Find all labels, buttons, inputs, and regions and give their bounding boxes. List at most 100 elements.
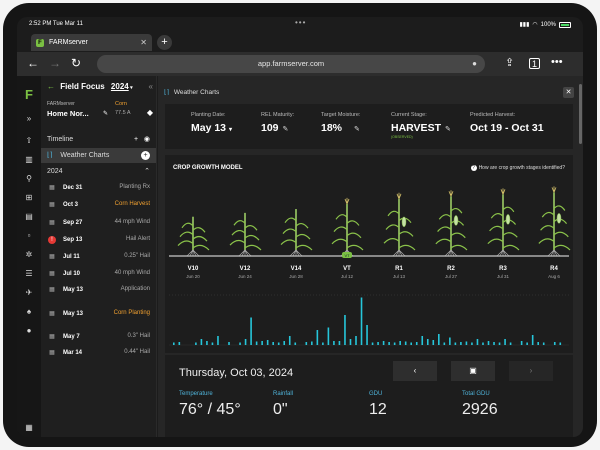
rainfall-bar [471, 342, 473, 345]
list-item[interactable]: ! Sep 13 Hail Alert [41, 236, 156, 250]
plant-leaf [295, 223, 309, 229]
event-label: 0.44" Hail [124, 349, 150, 355]
prev-day-button[interactable]: ‹ [393, 361, 437, 381]
filter-icon[interactable]: ⚲ [26, 174, 32, 183]
event-label: 44 mph Wind [114, 219, 150, 225]
reload-icon[interactable]: ↻ [71, 56, 82, 70]
list-item[interactable]: ▦ May 13 Application [41, 286, 156, 300]
plant-root [450, 249, 458, 257]
doc-icon[interactable]: ▫ [27, 231, 31, 240]
plant-root [550, 249, 555, 257]
back-arrow-icon[interactable]: ← [47, 82, 55, 91]
stage-label: R4 [550, 266, 558, 272]
address-bar[interactable]: app.farmserver.com ● [97, 55, 485, 73]
close-tab-icon[interactable]: ✕ [140, 38, 147, 47]
list-icon[interactable]: ☰ [25, 269, 33, 278]
multitask-dots[interactable]: ••• [295, 18, 307, 27]
map-icon[interactable]: ▥ [25, 155, 33, 164]
upload-icon[interactable]: ⇧ [25, 136, 33, 145]
rainfall-bar [404, 341, 407, 345]
plant-leaf [346, 220, 360, 226]
event-date: Mar 14 [63, 350, 83, 356]
rainfall-bar [322, 342, 324, 345]
chevron-up-icon[interactable]: ⌃ [144, 168, 150, 175]
stage-date: Jul 27 [445, 274, 458, 279]
plant-root [244, 249, 249, 257]
list-item[interactable]: ▦ Oct 3 Corn Harvest [41, 201, 156, 215]
event-label: Hail Alert [125, 236, 150, 242]
year-group-label: 2024 [47, 168, 63, 175]
plant-root [244, 249, 252, 257]
new-tab-button[interactable]: + [157, 35, 172, 50]
edit-icon: ✎ [354, 126, 360, 133]
plant-leaf [540, 225, 555, 231]
stage-date: Jul 31 [497, 274, 510, 279]
stat-predicted-harvest[interactable]: Predicted Harvest: Oct 19 - Oct 31 [470, 112, 544, 134]
stage-help-link[interactable]: ? How are crop growth stages identified? [470, 165, 565, 171]
collapse-icon[interactable]: « [148, 82, 153, 91]
list-item[interactable]: ▦ Mar 14 0.44" Hail [41, 349, 156, 363]
bell-icon[interactable]: ♠ [26, 307, 32, 316]
add-icon[interactable]: + [141, 151, 150, 160]
stage-date: Jul 12 [341, 274, 354, 279]
plant-leaf [335, 214, 348, 220]
plant-leaf [282, 228, 297, 235]
status-right: ▮▮▮ ◠ 100% [519, 21, 571, 28]
farmserver-logo[interactable]: F [25, 87, 33, 102]
plant-root [398, 249, 403, 257]
list-item[interactable]: ▦ May 13 Corn Planting [41, 310, 156, 324]
scrollbar[interactable] [579, 84, 582, 144]
metric-label: Rainfall [273, 391, 294, 397]
browser-tab[interactable]: F FARMserver ✕ [31, 34, 152, 51]
plant-leaf [192, 227, 206, 233]
grid-icon[interactable]: ⊞ [25, 193, 33, 202]
event-label: Corn Planting [113, 310, 150, 316]
expand-icon[interactable]: » [26, 114, 32, 123]
stat-planting-date[interactable]: Planting Date: May 13 ▾ [191, 112, 232, 134]
back-icon[interactable]: ← [27, 56, 39, 70]
stage-label: R3 [499, 266, 507, 272]
stat-rel-maturity[interactable]: REL Maturity: 109 ✎ [261, 112, 294, 134]
list-item[interactable]: ▦ Sep 27 44 mph Wind [41, 219, 156, 233]
timeline-controls[interactable]: + ◉ [133, 136, 150, 143]
more-icon[interactable]: ••• [551, 56, 563, 68]
stat-current-stage[interactable]: Current Stage: HARVEST ✎ (OBSERVED) [391, 112, 451, 139]
plant-tassel [396, 192, 402, 199]
rainfall-bar [250, 317, 252, 345]
forward-icon[interactable]: → [49, 56, 61, 70]
building-icon[interactable]: ▦ [25, 423, 33, 432]
tractor-icon[interactable]: ✈ [25, 288, 33, 297]
rainfall-bar [316, 330, 319, 345]
list-item[interactable]: ▦ May 7 0.3" Hail [41, 333, 156, 347]
navigate-icon[interactable]: ◆ [146, 108, 153, 117]
rainfall-bar [531, 335, 534, 345]
list-item[interactable]: ▦ Dec 31 Planting Rx [41, 184, 156, 198]
chevron-down-icon[interactable]: ▾ [128, 85, 133, 91]
tabs-icon[interactable]: 1 [529, 58, 540, 69]
mic-icon[interactable]: ● [472, 59, 477, 68]
event-date: Dec 31 [63, 185, 83, 191]
share-icon[interactable]: ⇪ [505, 57, 515, 69]
plant-leaf [553, 244, 571, 251]
plant-leaf [502, 206, 515, 213]
farm-card[interactable]: FARMserver Home Nor... ✎ Corn 77.5 A ◆ [47, 101, 153, 131]
rainfall-bar [410, 342, 413, 345]
edit-icon[interactable]: ✎ [103, 111, 109, 117]
list-item[interactable]: ▦ Jul 10 40 mph Wind [41, 270, 156, 284]
calendar-button[interactable]: ▣ [451, 361, 495, 381]
next-day-button[interactable]: › [509, 361, 553, 381]
sidebar-item-weather-charts[interactable]: ⌊⌉ Weather Charts + [41, 148, 156, 163]
year-select[interactable]: 2024 [110, 82, 129, 91]
rainfall-bar [266, 340, 269, 345]
gear-icon[interactable]: ✲ [25, 250, 33, 259]
rainfall-bar [349, 339, 352, 345]
close-button[interactable]: ✕ [563, 87, 574, 98]
info-icon[interactable]: ● [26, 326, 32, 335]
report-icon[interactable]: ▤ [25, 212, 33, 221]
year-group[interactable]: 2024 ⌃ [41, 165, 156, 179]
list-item[interactable]: ▦ Jul 11 0.25" Hail [41, 253, 156, 267]
rainfall-bar [487, 341, 490, 345]
stat-target-moisture[interactable]: Target Moisture: 18% ✎ [321, 112, 360, 134]
crop-growth-model-card: CROP GROWTH MODEL ? How are crop growth s… [165, 155, 573, 353]
rainfall-bar [211, 342, 214, 345]
